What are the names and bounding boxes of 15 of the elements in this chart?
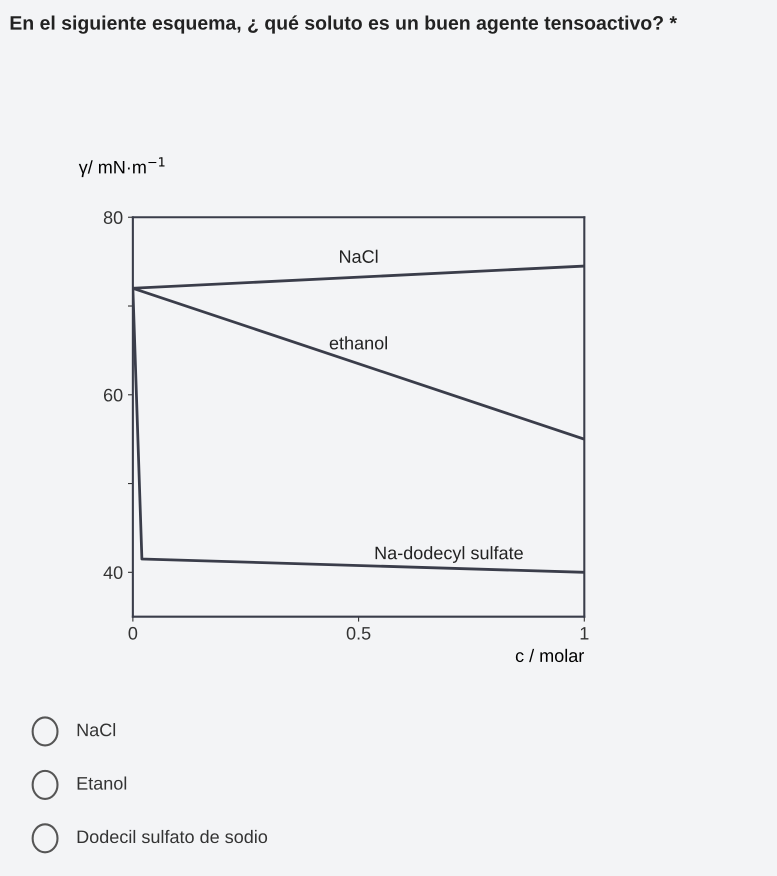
series-label: ethanol	[330, 336, 387, 350]
y-tick-label: 40	[103, 566, 122, 580]
text: Etanol	[78, 776, 126, 790]
series-label: NaCl	[340, 250, 378, 263]
y-axis-title: γ/ mN·m$^{−1}$	[78, 157, 165, 178]
x-axis-title: c / molar	[516, 648, 584, 662]
y-tick-label: 60	[104, 388, 122, 402]
text: NaCl	[78, 723, 116, 736]
x-tick-label: 0.5	[346, 626, 370, 640]
text: Dodecil sulfato de sodio	[78, 830, 268, 844]
chart-title: En el siguiente esquema, ¿ qué soluto es un buen agente tensoactivo? *	[10, 15, 678, 34]
x-tick-label: 0	[128, 626, 138, 640]
series-label: Na-dodecyl sulfate	[376, 546, 523, 563]
x-tick-label: 1	[580, 627, 588, 640]
y-tick-label: 80	[104, 211, 122, 224]
